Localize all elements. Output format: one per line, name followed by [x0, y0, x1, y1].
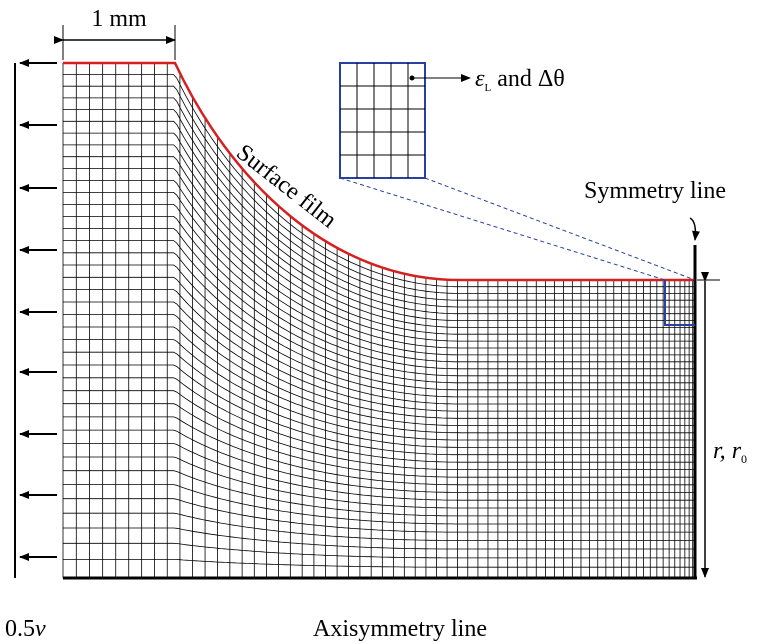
mesh-line [63, 456, 695, 509]
inset-subscript: L [484, 82, 491, 94]
radius-r: r, [713, 438, 726, 464]
surface-label: Surface film [231, 140, 341, 234]
mesh-line [63, 264, 695, 398]
surface-film-line [63, 61, 695, 282]
mesh-line [63, 559, 695, 568]
mesh-line [63, 276, 695, 405]
mesh-line [63, 403, 695, 478]
symmetry-pointer [689, 217, 700, 241]
mesh-line [63, 132, 695, 321]
mesh-line [63, 215, 695, 370]
mesh-line [63, 301, 695, 419]
velocity-label: 0.5v [5, 616, 46, 642]
mesh-line [63, 351, 695, 448]
inset-box [339, 62, 426, 179]
mesh-line [63, 498, 695, 533]
mesh-line [63, 156, 695, 335]
inset-link [339, 177, 666, 281]
mesh-line [63, 339, 695, 441]
mesh-line [63, 228, 695, 377]
mesh-line [63, 109, 695, 308]
mesh-line [63, 364, 695, 456]
mesh-line [63, 191, 695, 356]
mesh-line [63, 120, 695, 315]
dimension-label: 1 mm [91, 6, 147, 32]
mesh-line [63, 470, 695, 517]
mesh-line [63, 390, 695, 471]
symmetry-label: Symmetry line [584, 178, 726, 204]
velocity-arrows [19, 59, 57, 561]
axis-label: Axisymmetry line [313, 616, 487, 642]
inset-label: εL and Δθ [475, 66, 565, 94]
mesh-line [63, 168, 695, 342]
mesh-line [63, 74, 695, 288]
mesh-line [63, 314, 695, 426]
inset-link [424, 177, 696, 281]
inset-source [664, 280, 695, 326]
radius-r0: r [732, 438, 742, 464]
mesh-line [63, 377, 695, 463]
mesh-line [63, 542, 695, 559]
velocity-symbol: v [35, 616, 46, 642]
mesh-line [63, 527, 695, 550]
radius-label: r, r0 [713, 438, 747, 466]
mesh-line [63, 252, 695, 391]
inset-mesh [340, 63, 425, 178]
inset-symbol: ε [475, 66, 485, 92]
mesh-line [63, 429, 695, 493]
mesh [62, 62, 696, 578]
radius-subscript: 0 [741, 452, 747, 466]
mesh-line [63, 512, 695, 541]
mesh-line [63, 203, 695, 363]
mesh-line [63, 85, 695, 294]
inset-text: and Δθ [497, 66, 565, 92]
mesh-line [63, 144, 695, 328]
mesh-line [63, 416, 695, 486]
mesh-line [63, 180, 695, 349]
mesh-line [63, 240, 695, 384]
mesh-line [63, 326, 695, 434]
mesh-line [63, 97, 695, 301]
mesh-line [63, 289, 695, 412]
mesh-line [63, 484, 695, 525]
velocity-factor: 0.5 [5, 616, 35, 642]
mesh-line [63, 443, 695, 501]
